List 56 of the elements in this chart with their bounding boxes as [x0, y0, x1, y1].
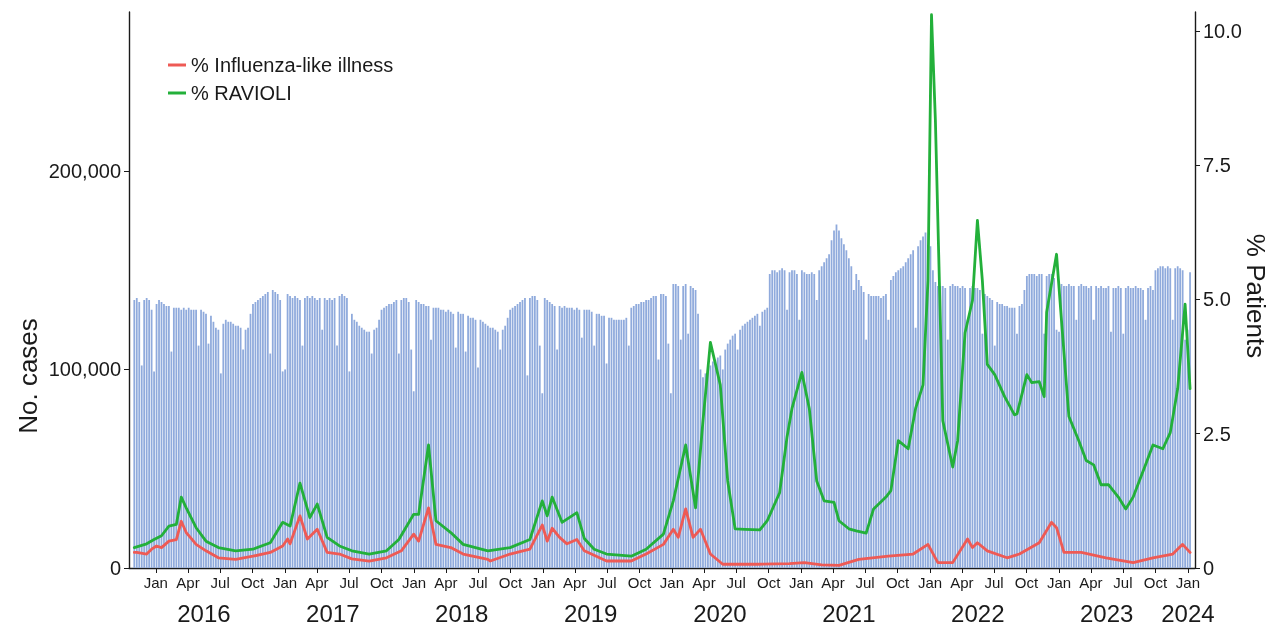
x2-tick-label: 2022: [951, 599, 1005, 627]
x-tick-label: Apr: [1079, 574, 1103, 591]
legend-label: % Influenza-like illness: [191, 54, 394, 76]
x-tick-label: Jul: [855, 574, 875, 591]
x-tick-label: Oct: [1143, 574, 1168, 591]
y2-tick-label: 10.0: [1203, 19, 1242, 42]
x-tick-label: Apr: [563, 574, 587, 591]
x-tick-label: Apr: [176, 574, 200, 591]
x2-tick-label: 2017: [306, 599, 360, 627]
x-tick-label: Jul: [339, 574, 359, 591]
x-tick-label: Jan: [918, 574, 943, 591]
x-tick-label: Oct: [240, 574, 266, 591]
x-tick-label: Apr: [821, 574, 845, 591]
x2-tick-label: 2024: [1161, 599, 1215, 627]
line-series: [132, 13, 1192, 558]
x2-tick-label: 2016: [177, 599, 231, 627]
x-tick-label: Apr: [434, 574, 458, 591]
line-series: [132, 506, 1192, 567]
x-tick-label: Jan: [1046, 574, 1072, 591]
x2-tick-label: 2020: [693, 599, 747, 627]
x-tick-label: Oct: [757, 574, 782, 591]
x2-tick-label: 2019: [563, 599, 618, 627]
x-tick-label: Jul: [726, 574, 746, 591]
y2-tick-label: 5.0: [1203, 288, 1231, 311]
y2-tick-label: 7.5: [1203, 154, 1231, 177]
x-tick-label: Jul: [597, 574, 617, 591]
y2-tick-label: 2.5: [1203, 422, 1231, 445]
x-tick-label: Apr: [950, 574, 974, 591]
x-tick-label: Oct: [627, 574, 652, 591]
y2-tick-label: 0: [1203, 557, 1215, 579]
x-tick-label: Jul: [984, 574, 1004, 591]
y-tick-label: 200,000: [48, 159, 121, 182]
x2-tick-label: 2023: [1080, 599, 1134, 627]
y-tick-label: 100,000: [48, 358, 121, 381]
x-tick-label: Jan: [659, 574, 684, 591]
x-tick-label: Jan: [789, 574, 814, 591]
x-tick-label: Jan: [530, 574, 556, 591]
x-tick-label: Oct: [498, 574, 523, 591]
x-tick-label: Jan: [401, 574, 427, 591]
x-tick-label: Jul: [210, 574, 230, 591]
y-axis-title: No. cases: [13, 318, 43, 434]
x-tick-label: Jul: [468, 574, 488, 591]
x-tick-label: Jul: [1113, 574, 1133, 591]
x2-tick-label: 2018: [435, 599, 489, 627]
x-tick-label: Oct: [1014, 574, 1040, 591]
y2-axis-title: % Patients: [1241, 233, 1271, 359]
legend-label: % RAVIOLI: [191, 82, 292, 104]
x-tick-label: Oct: [369, 574, 395, 591]
x-tick-label: Jan: [1175, 574, 1201, 591]
x-tick-label: Apr: [305, 574, 329, 591]
x-tick-label: Oct: [885, 574, 911, 591]
y-tick-label: 0: [109, 557, 121, 579]
x-tick-label: Jan: [143, 574, 168, 591]
x2-tick-label: 2021: [822, 599, 876, 627]
x-tick-label: Apr: [692, 574, 716, 591]
x-tick-label: Jan: [273, 574, 298, 591]
